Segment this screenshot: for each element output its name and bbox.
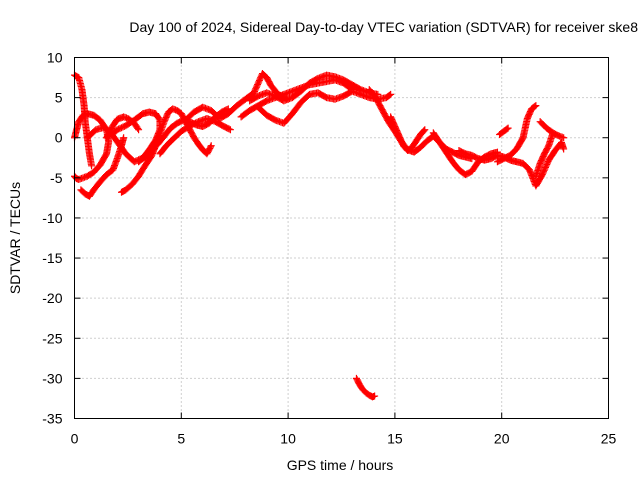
y-axis-label: SDTVAR / TECUs bbox=[7, 182, 23, 294]
series-arc-e bbox=[103, 113, 143, 142]
data-point bbox=[206, 143, 214, 151]
grid-layer bbox=[74, 57, 609, 419]
y-tick-label: -5 bbox=[50, 170, 63, 186]
series-arc-u bbox=[352, 374, 379, 401]
x-tick-label: 10 bbox=[280, 431, 296, 447]
series-arc-n bbox=[387, 113, 429, 155]
y-tick-label: -15 bbox=[42, 250, 62, 266]
y-tick-label: 0 bbox=[55, 130, 63, 146]
x-tick-label: 25 bbox=[601, 431, 617, 447]
points-layer bbox=[71, 70, 568, 401]
data-point bbox=[560, 134, 568, 142]
plot-frame bbox=[74, 57, 609, 419]
y-tick-label: -25 bbox=[42, 330, 62, 346]
data-point bbox=[503, 125, 511, 133]
y-tick-label: 5 bbox=[55, 90, 63, 106]
data-point bbox=[420, 127, 428, 135]
y-tick-label: 10 bbox=[47, 50, 63, 66]
series-arc-t bbox=[536, 118, 568, 142]
data-point bbox=[135, 126, 143, 134]
data-point bbox=[120, 134, 128, 142]
data-point bbox=[371, 392, 379, 400]
x-tick-label: 20 bbox=[494, 431, 510, 447]
data-point bbox=[226, 126, 234, 134]
data-point bbox=[531, 102, 539, 110]
data-point bbox=[207, 142, 215, 150]
x-tick-label: 5 bbox=[177, 431, 185, 447]
y-tick-label: -10 bbox=[42, 210, 62, 226]
series-arc-h bbox=[156, 114, 234, 158]
data-point bbox=[88, 162, 96, 170]
data-point bbox=[560, 145, 568, 153]
data-point bbox=[134, 124, 142, 132]
y-tick-label: -35 bbox=[42, 411, 62, 427]
y-tick-label: -30 bbox=[42, 370, 62, 386]
data-point bbox=[421, 126, 429, 134]
series-arc-k bbox=[246, 71, 382, 105]
x-axis-label: GPS time / hours bbox=[287, 457, 394, 473]
series-arc-l bbox=[254, 87, 395, 127]
series-arc-r bbox=[496, 124, 512, 139]
data-point bbox=[71, 173, 79, 181]
series-arc-o bbox=[429, 129, 501, 179]
ticks-layer: 0 5 10 15 20 25 10 5 0 -5 -10 -15 -20 -25 -30 -35 bbox=[42, 50, 616, 447]
x-tick-label: 0 bbox=[71, 431, 79, 447]
series-arc-q bbox=[493, 102, 540, 166]
x-tick-label: 15 bbox=[387, 431, 403, 447]
data-point bbox=[386, 91, 394, 99]
chart-title: Day 100 of 2024, Sidereal Day-to-day VTE… bbox=[129, 19, 638, 35]
data-point bbox=[532, 102, 540, 110]
y-tick-label: -20 bbox=[42, 290, 62, 306]
data-point bbox=[504, 124, 512, 132]
data-point bbox=[387, 90, 395, 98]
data-point bbox=[225, 125, 233, 133]
